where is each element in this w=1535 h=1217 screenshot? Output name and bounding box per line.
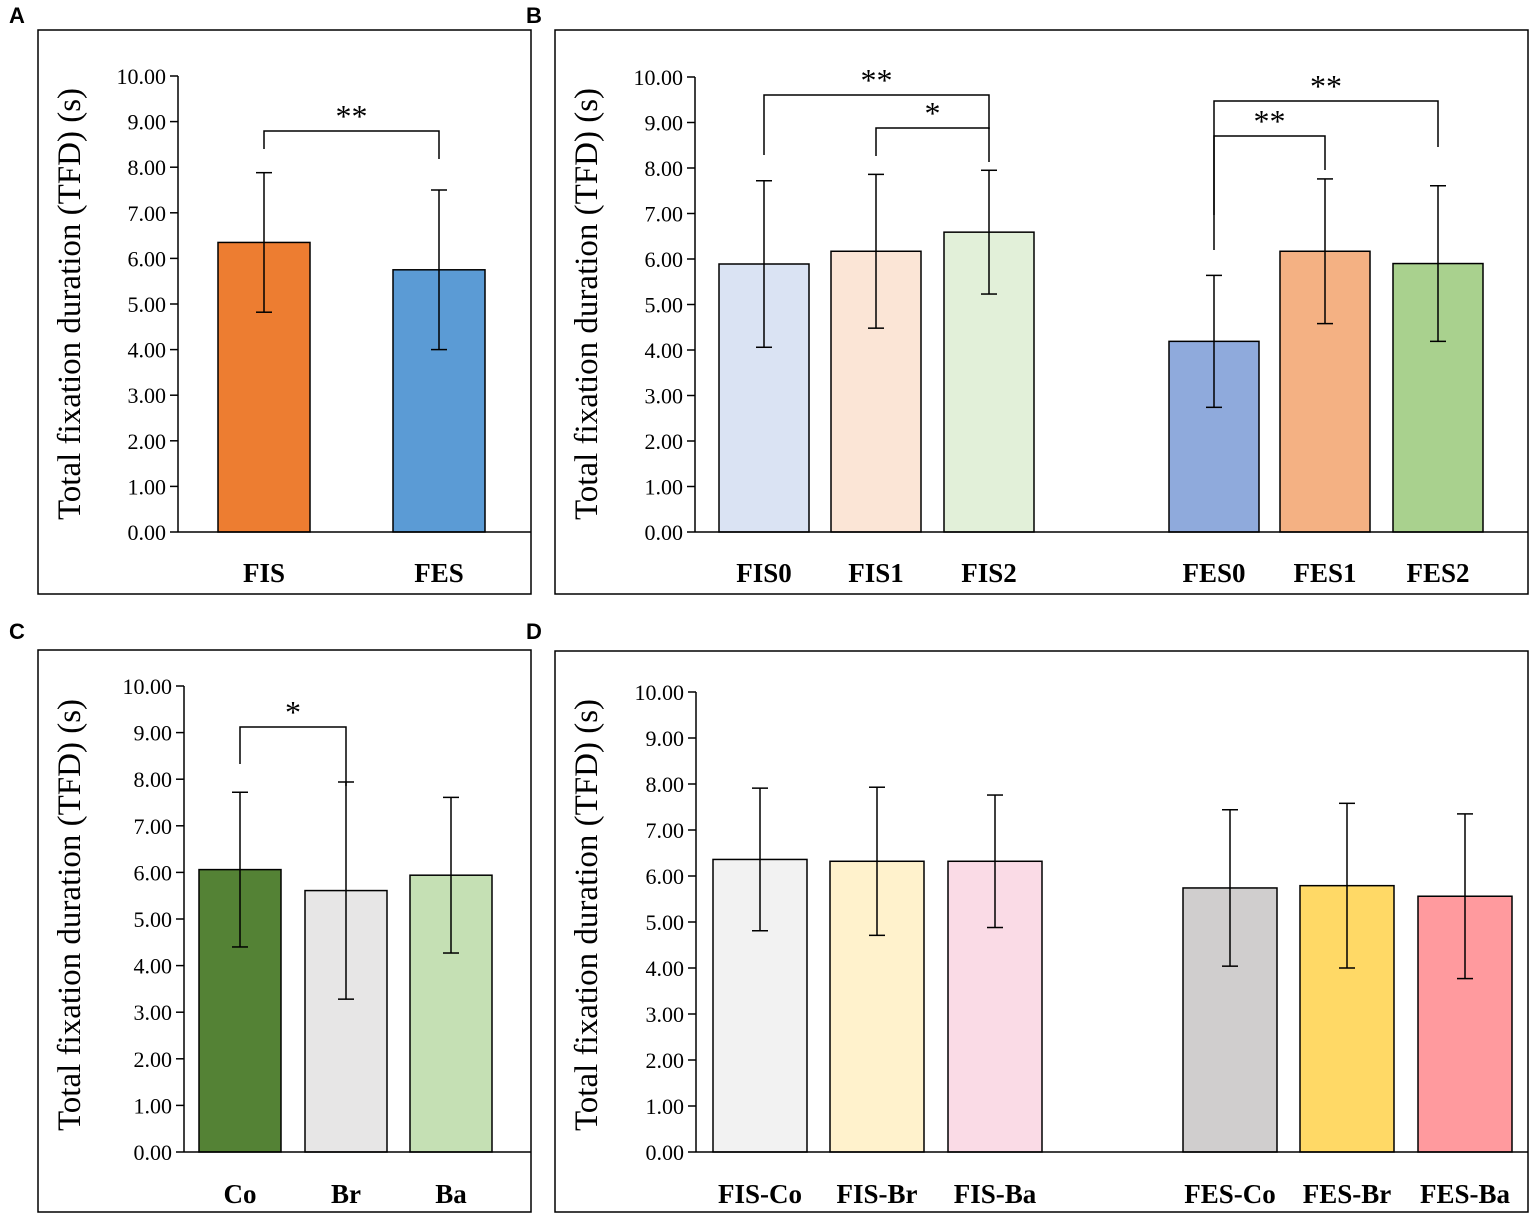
category-label: FIS0 — [736, 558, 792, 588]
y-tick-label: 9.00 — [128, 110, 167, 135]
significance-label: ** — [336, 98, 368, 134]
panel-letter: D — [526, 619, 542, 644]
y-tick-label: 4.00 — [645, 338, 684, 363]
y-axis-title: Total fixation duration (TFD) (s) — [52, 699, 88, 1131]
panel-a: A Total fixation duration (TFD) (s) 0.00 1.… — [9, 3, 532, 595]
y-tick-label: 1.00 — [134, 1093, 173, 1118]
y-tick-label: 8.00 — [134, 767, 173, 792]
y-tick-label: 2.00 — [646, 1048, 685, 1073]
y-axis-title: Total fixation duration (TFD) (s) — [569, 88, 605, 520]
significance-bracket — [1213, 135, 1326, 250]
y-tick-label: 3.00 — [645, 384, 684, 409]
y-tick-label: 6.00 — [646, 864, 685, 889]
y-tick-label: 9.00 — [134, 721, 173, 746]
y-tick-label: 1.00 — [646, 1094, 685, 1119]
y-tick-label: 2.00 — [134, 1047, 173, 1072]
y-tick-label: 0.00 — [645, 520, 684, 545]
panel-frame — [37, 649, 532, 1213]
category-label: Br — [331, 1179, 361, 1209]
y-tick-label: 7.00 — [646, 818, 685, 843]
y-tick-label: 9.00 — [646, 726, 685, 751]
y-tick-label: 2.00 — [645, 429, 684, 454]
panel-d: D Total fixation duration (TFD) (s) 0.00 1.… — [526, 619, 1529, 1213]
y-tick-label: 3.00 — [128, 383, 167, 408]
y-tick-label: 5.00 — [646, 910, 685, 935]
panel-c: C Total fixation duration (TFD) (s) 0.00 1.… — [9, 619, 532, 1213]
y-tick-label: 9.00 — [645, 111, 684, 136]
significance-bracket — [1213, 100, 1439, 215]
category-label: Ba — [435, 1179, 467, 1209]
category-label: FES-Ba — [1420, 1179, 1511, 1209]
y-tick-label: 8.00 — [128, 155, 167, 180]
y-tick-label: 4.00 — [134, 954, 173, 979]
y-tick-label: 3.00 — [646, 1002, 685, 1027]
y-tick-label: 10.00 — [117, 64, 167, 89]
category-label: FES0 — [1182, 558, 1245, 588]
category-label: Co — [224, 1179, 257, 1209]
y-tick-label: 6.00 — [134, 860, 173, 885]
category-label: FIS — [243, 558, 285, 588]
category-label: FES-Br — [1303, 1179, 1392, 1209]
panel-letter: B — [526, 3, 542, 28]
panel-frame — [37, 29, 532, 595]
significance-label: * — [925, 95, 941, 131]
category-label: FES1 — [1293, 558, 1356, 588]
y-tick-label: 1.00 — [645, 475, 684, 500]
y-tick-label: 8.00 — [645, 156, 684, 181]
panel-frame — [554, 29, 1529, 595]
category-label: FES — [414, 558, 464, 588]
y-tick-label: 4.00 — [646, 956, 685, 981]
panel-b: B Total fixation duration (TFD) (s) 0.00 1.… — [526, 3, 1529, 595]
category-label: FIS1 — [848, 558, 904, 588]
y-tick-label: 5.00 — [128, 292, 167, 317]
y-tick-label: 0.00 — [128, 520, 167, 545]
y-tick-label: 7.00 — [128, 201, 167, 226]
significance-bracket — [763, 94, 990, 155]
significance-label: ** — [861, 62, 893, 98]
category-label: FES-Co — [1184, 1179, 1276, 1209]
panel-letter: C — [9, 619, 25, 644]
y-tick-label: 6.00 — [645, 247, 684, 272]
y-tick-label: 7.00 — [134, 814, 173, 839]
y-tick-label: 7.00 — [645, 202, 684, 227]
y-tick-label: 4.00 — [128, 338, 167, 363]
significance-bracket — [239, 726, 347, 786]
y-tick-label: 5.00 — [645, 293, 684, 318]
category-label: FIS-Co — [718, 1179, 802, 1209]
y-tick-label: 10.00 — [634, 65, 684, 90]
significance-label: ** — [1310, 68, 1342, 104]
panel-letter: A — [9, 3, 25, 28]
y-tick-label: 8.00 — [646, 772, 685, 797]
significance-label: ** — [1254, 103, 1286, 139]
y-tick-label: 10.00 — [635, 680, 685, 705]
y-tick-label: 3.00 — [134, 1000, 173, 1025]
y-axis-title: Total fixation duration (TFD) (s) — [52, 88, 88, 520]
y-tick-label: 2.00 — [128, 429, 167, 454]
y-tick-label: 5.00 — [134, 907, 173, 932]
y-tick-label: 1.00 — [128, 474, 167, 499]
significance-bracket — [263, 130, 440, 159]
y-tick-label: 0.00 — [134, 1140, 173, 1165]
significance-label: * — [285, 694, 301, 730]
y-tick-label: 0.00 — [646, 1140, 685, 1165]
category-label: FES2 — [1406, 558, 1469, 588]
y-tick-label: 6.00 — [128, 246, 167, 271]
y-tick-label: 10.00 — [123, 674, 173, 699]
category-label: FIS2 — [961, 558, 1017, 588]
category-label: FIS-Br — [837, 1179, 918, 1209]
y-axis-title: Total fixation duration (TFD) (s) — [569, 699, 605, 1131]
panel-frame — [554, 650, 1529, 1213]
significance-bracket — [875, 127, 990, 162]
category-label: FIS-Ba — [954, 1179, 1037, 1209]
